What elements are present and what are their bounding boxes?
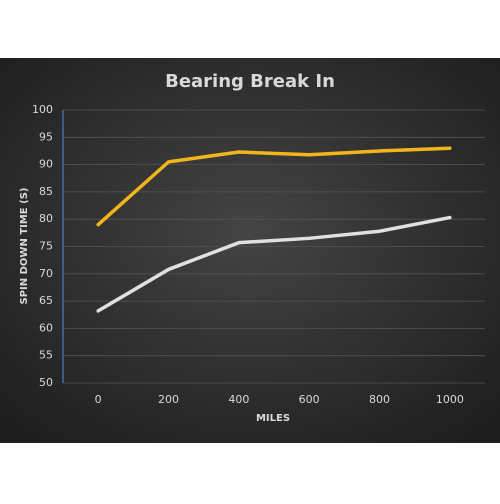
y-tick-label: 50 bbox=[39, 376, 53, 389]
y-tick-label: 85 bbox=[39, 185, 53, 198]
y-tick-label: 55 bbox=[39, 349, 53, 362]
y-tick-label: 60 bbox=[39, 321, 53, 334]
y-tick-label: 90 bbox=[39, 158, 53, 171]
chart-background bbox=[0, 58, 500, 443]
y-tick-label: 65 bbox=[39, 294, 53, 307]
y-tick-label: 70 bbox=[39, 267, 53, 280]
x-axis-title: MILES bbox=[256, 413, 290, 424]
data-line bbox=[96, 146, 452, 227]
y-tick-label: 95 bbox=[39, 130, 53, 143]
chart-title: Bearing Break In bbox=[165, 71, 335, 92]
x-tick-label: 600 bbox=[299, 393, 320, 406]
x-tick-label: 1000 bbox=[436, 393, 464, 406]
x-tick-label: 0 bbox=[95, 393, 102, 406]
y-tick-label: 80 bbox=[39, 212, 53, 225]
x-tick-label: 400 bbox=[228, 393, 249, 406]
x-tick-label: 800 bbox=[369, 393, 390, 406]
y-axis-title: SPIN DOWN TIME (S) bbox=[19, 188, 30, 305]
x-tick-label: 200 bbox=[158, 393, 179, 406]
y-tick-label: 100 bbox=[32, 103, 53, 116]
data-line bbox=[96, 215, 452, 313]
y-tick-label: 75 bbox=[39, 240, 53, 253]
